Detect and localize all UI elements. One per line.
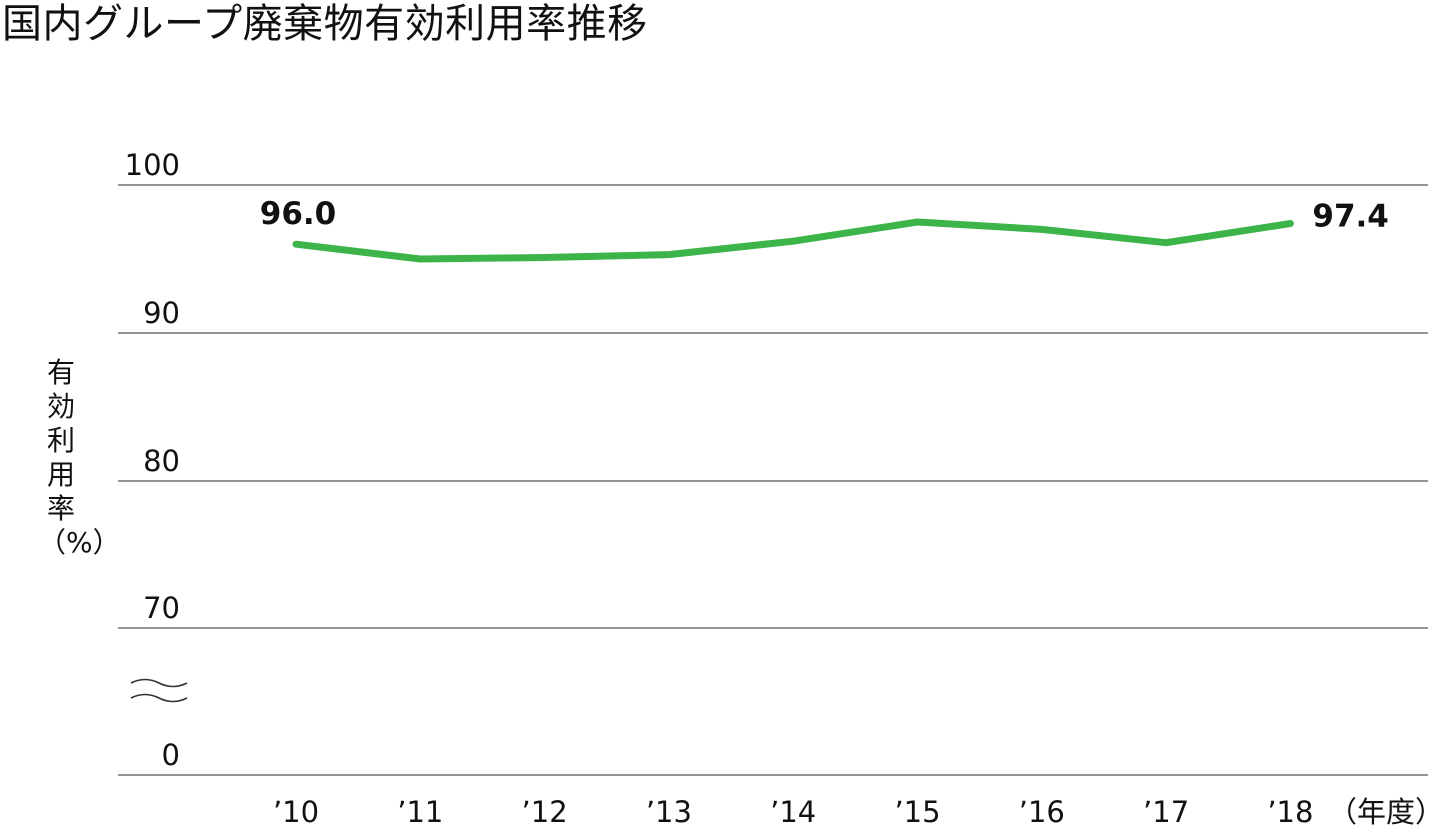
data-point [791,239,796,244]
data-point [1039,227,1044,232]
y-tick-label: 80 [143,444,180,478]
data-point [294,242,298,247]
series-layer [292,218,1294,263]
data-point [418,257,423,261]
x-tick-label: ’14 [770,795,816,829]
y-tick-label: 100 [125,148,180,182]
x-tick-label: ’10 [273,795,319,829]
data-point [1288,221,1293,226]
gridlines [118,184,1428,776]
data-point [915,220,920,224]
x-tick-label: ’11 [397,795,443,829]
x-tick-label: ’16 [1019,795,1065,829]
x-tick-label: ’12 [522,795,568,829]
y-tick-label: 90 [143,296,180,330]
y-tick-labels: 100 90 80 70 0 [125,148,180,772]
data-point [666,252,671,257]
axis-break-icon [130,678,188,703]
y-tick-label: 70 [143,591,180,625]
x-tick-label: ’13 [646,795,692,829]
x-axis-unit: （年度） [1328,795,1430,829]
x-tick-labels: ’10 ’11 ’12 ’13 ’14 ’15 ’16 ’17 ’18 [273,795,1314,829]
data-labels: 96.0 97.4 [260,196,1389,234]
data-label: 96.0 [260,196,337,232]
chart-title: 国内グループ廃棄物有効利用率推移 [2,1,648,47]
data-point [1164,240,1169,245]
data-point [542,255,547,260]
data-label: 97.4 [1312,198,1389,234]
x-tick-label: ’15 [894,795,940,829]
x-tick-label: ’17 [1143,795,1189,829]
y-tick-label: 0 [162,738,180,772]
x-tick-label: ’18 [1267,795,1313,829]
